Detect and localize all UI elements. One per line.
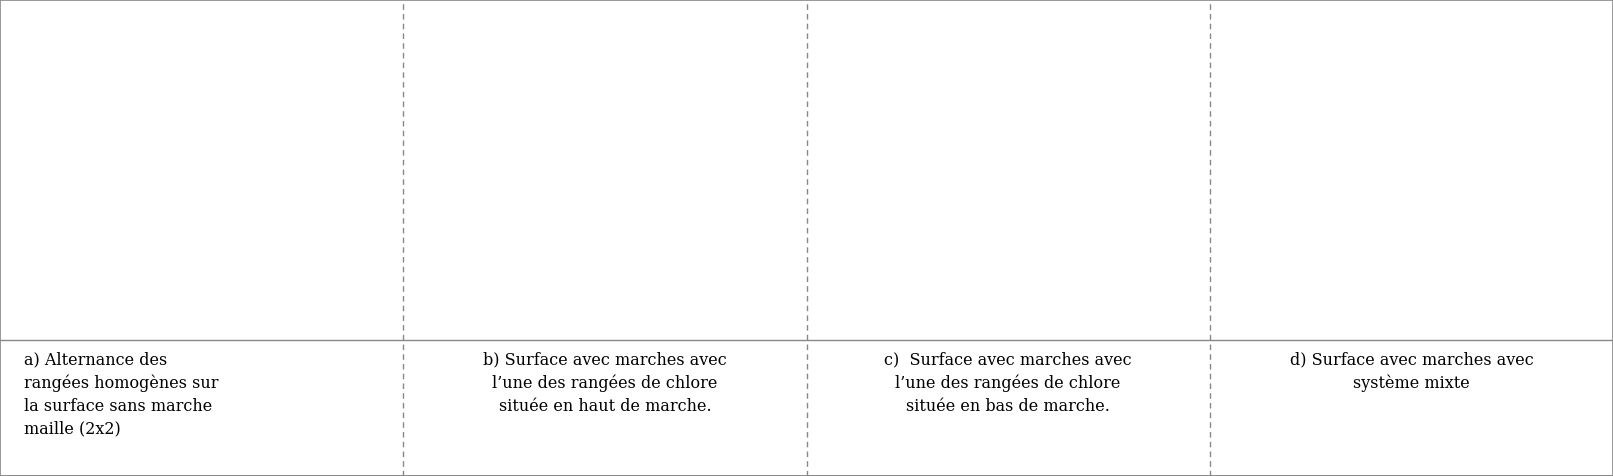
Text: b) Surface avec marches avec
l’une des rangées de chlore
située en haut de march: b) Surface avec marches avec l’une des r… xyxy=(482,351,727,415)
Text: d) Surface avec marches avec
système mixte: d) Surface avec marches avec système mix… xyxy=(1289,351,1534,392)
Text: a) Alternance des
rangées homogènes sur
la surface sans marche
maille (2x2): a) Alternance des rangées homogènes sur … xyxy=(24,351,219,437)
Text: c)  Surface avec marches avec
l’une des rangées de chlore
située en bas de march: c) Surface avec marches avec l’une des r… xyxy=(884,351,1132,415)
